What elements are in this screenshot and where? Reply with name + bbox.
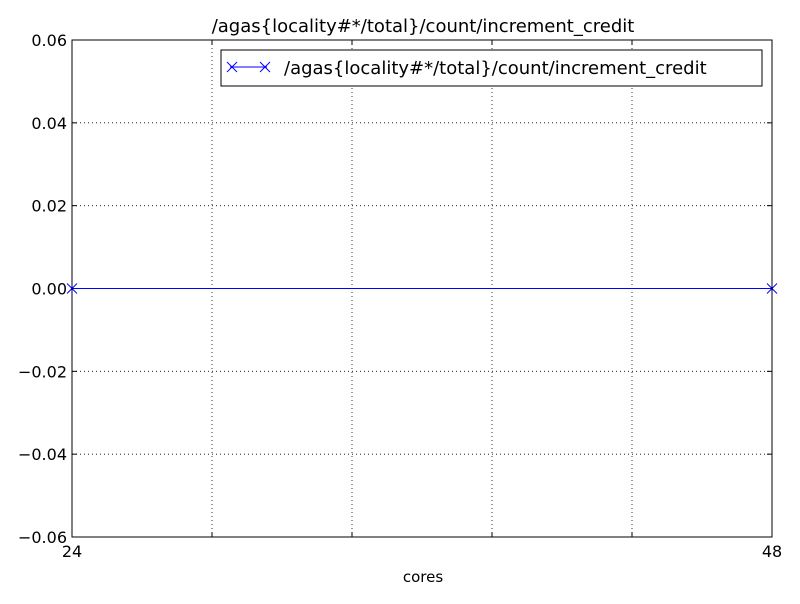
y-axis-tick-labels: −0.06 −0.04 −0.02 0.00 0.02 0.04 0.06 [18, 31, 67, 547]
x-axis-tick-labels: 24 48 [62, 542, 782, 561]
x-tick-label: 48 [762, 542, 782, 561]
y-tick-label: 0.02 [31, 197, 67, 216]
legend-series-marker [226, 61, 271, 73]
y-tick-label: 0.06 [31, 31, 67, 50]
y-tick-label: −0.04 [18, 445, 67, 464]
y-tick-label: −0.06 [18, 528, 67, 547]
legend-box [220, 49, 763, 87]
plot-area-frame [71, 39, 773, 538]
y-tick-label: 0.00 [31, 280, 67, 299]
y-tick-label: 0.04 [31, 114, 67, 133]
x-tick-label: 24 [62, 542, 82, 561]
legend-series-label: /agas{locality#*/total}/count/increment_… [284, 58, 707, 79]
chart-title: /agas{locality#*/total}/count/increment_… [212, 16, 635, 37]
x-axis-label: cores [403, 568, 443, 586]
y-tick-label: −0.02 [18, 362, 67, 381]
legend: /agas{locality#*/total}/count/increment_… [220, 49, 763, 87]
